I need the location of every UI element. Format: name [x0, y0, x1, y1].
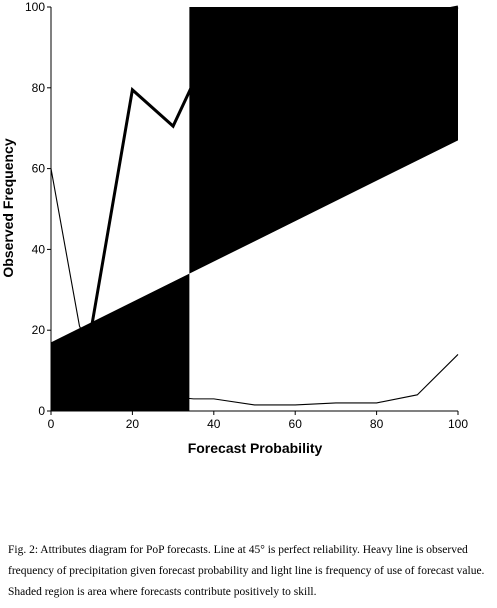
axes-layer	[47, 6, 459, 415]
figure-caption: Fig. 2: Attributes diagram for PoP forec…	[8, 544, 485, 598]
light-line-forecast-use	[50, 168, 459, 406]
y-tick-label: 0	[38, 404, 45, 418]
y-tick-label: 60	[32, 162, 46, 176]
skill-region-upper	[189, 7, 458, 274]
skill-region-layer	[51, 7, 458, 411]
y-tick-label: 40	[32, 242, 46, 256]
x-tick-label: 60	[289, 417, 303, 431]
x-tick-label: 0	[48, 417, 55, 431]
y-tick-label: 100	[25, 0, 45, 14]
x-axis-title: Forecast Probability	[188, 440, 323, 456]
series-layer	[50, 5, 459, 406]
attributes-chart: 0 20 40 60 80 100 0 20 40 60 80 100 Forecast Probab…	[0, 0, 468, 456]
x-tick-label: 40	[207, 417, 221, 431]
tick-labels-layer: 0 20 40 60 80 100 0 20 40 60 80 100	[25, 0, 468, 431]
x-tick-label: 100	[448, 417, 468, 431]
x-tick-label: 20	[126, 417, 140, 431]
y-tick-label: 20	[32, 323, 46, 337]
skill-region-lower	[51, 273, 190, 411]
x-tick-label: 80	[370, 417, 384, 431]
heavy-line-observed-frequency	[90, 5, 459, 327]
y-axis-title: Observed Frequency	[0, 138, 16, 277]
y-tick-label: 80	[32, 81, 46, 95]
